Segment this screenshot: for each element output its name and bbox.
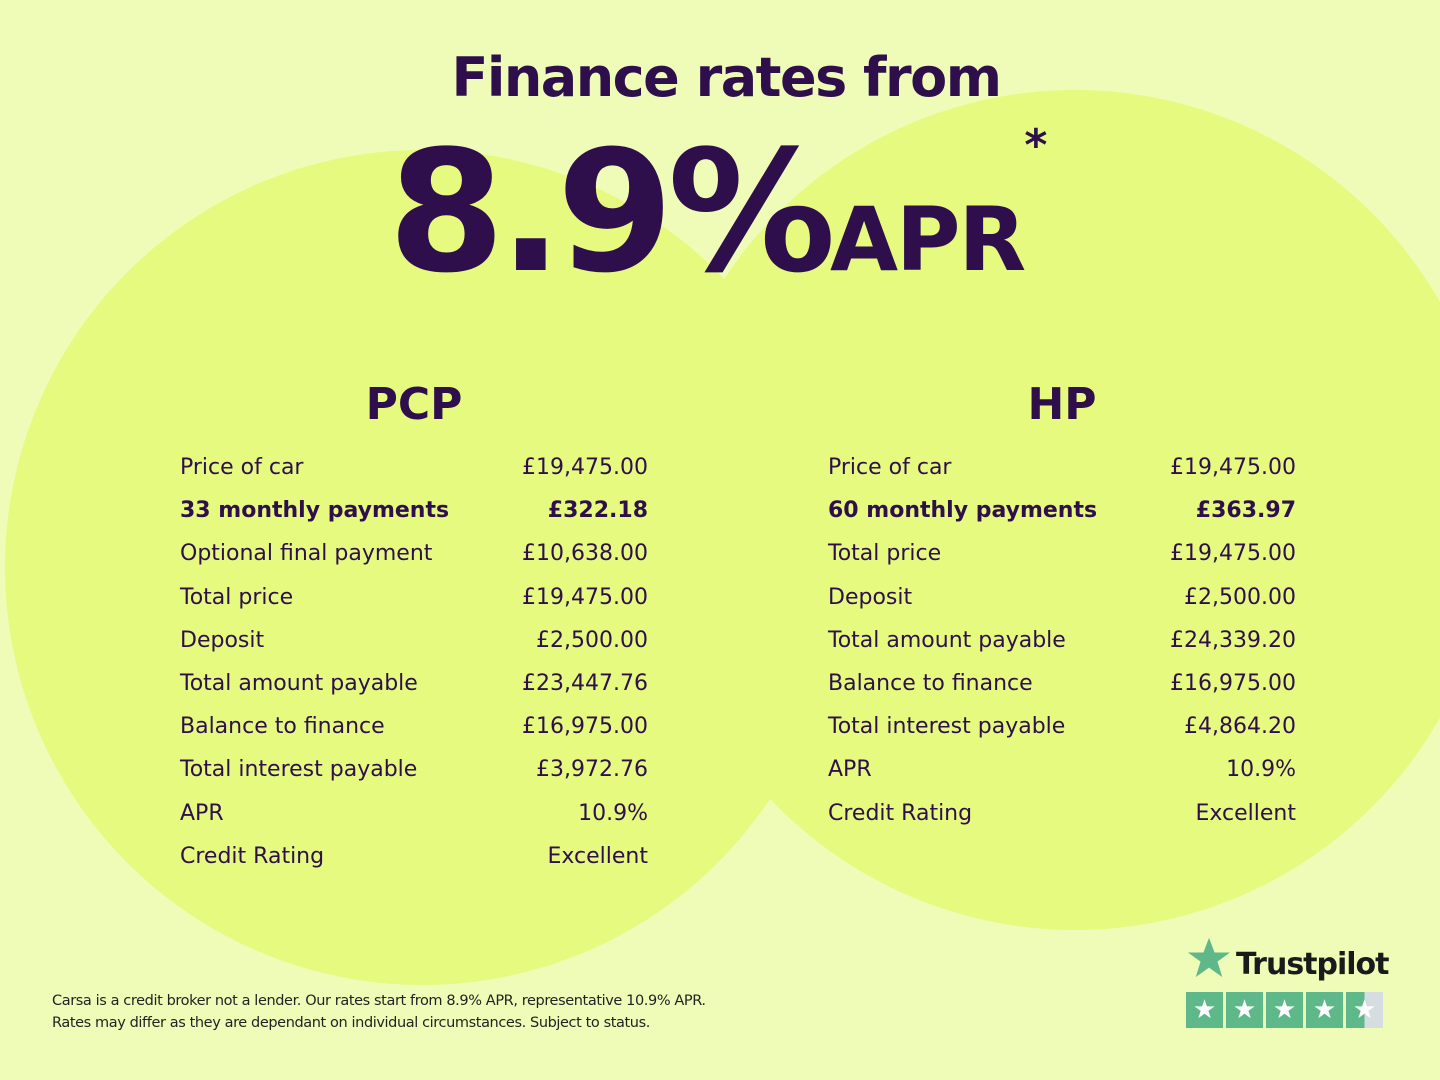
table-row: Total amount payable £24,339.20 (828, 627, 1296, 670)
table-row: Total interest payable £3,972.76 (180, 756, 648, 799)
row-label: APR (180, 800, 224, 826)
table-row: 60 monthly payments £363.97 (828, 497, 1296, 540)
trustpilot-brand: Trustpilot (1236, 947, 1390, 982)
row-value: £16,975.00 (1170, 670, 1296, 696)
table-row: Optional final payment £10,638.00 (180, 540, 648, 583)
table-row: Total price £19,475.00 (180, 584, 648, 627)
table-row: Credit Rating Excellent (180, 843, 648, 886)
row-value: Excellent (547, 843, 649, 869)
row-value: £322.18 (547, 498, 648, 524)
row-label: Total amount payable (828, 627, 1066, 653)
row-value: £19,475.00 (1170, 455, 1296, 480)
table-row: APR 10.9% (828, 756, 1296, 799)
row-value: £2,500.00 (536, 627, 648, 653)
row-value: £19,475.00 (522, 584, 648, 610)
row-value: Excellent (1195, 800, 1297, 826)
row-value: 10.9% (1226, 757, 1296, 783)
row-label: Total interest payable (180, 757, 418, 783)
table-row: Deposit £2,500.00 (828, 584, 1296, 627)
table-row: Balance to finance £16,975.00 (828, 670, 1296, 713)
row-value: £19,475.00 (1170, 541, 1296, 567)
row-label: Deposit (828, 584, 913, 610)
row-value: £16,975.00 (522, 714, 648, 740)
row-label: 60 monthly payments (828, 498, 1098, 524)
row-label: Deposit (180, 627, 265, 653)
row-value: £23,447.76 (522, 670, 648, 696)
row-value: £19,475.00 (522, 455, 648, 480)
table-row: Price of car £19,475.00 (180, 454, 648, 497)
row-label: Total price (180, 584, 294, 610)
rate-value: 8.9% (388, 114, 836, 310)
trustpilot-rating: ★ ★ ★ ★ ★ (1186, 992, 1389, 1028)
row-value: 10.9% (578, 800, 648, 826)
disclaimer-line-1: Carsa is a credit broker not a lender. O… (52, 993, 706, 1009)
row-label: Total interest payable (828, 714, 1066, 740)
hp-table: HP Price of car £19,475.00 60 monthly paym… (828, 380, 1296, 843)
row-value: £24,339.20 (1170, 627, 1296, 653)
table-row: Price of car £19,475.00 (828, 454, 1296, 497)
table-row: Credit Rating Excellent (828, 800, 1296, 843)
row-label: 33 monthly payments (180, 498, 450, 524)
table-row: Deposit £2,500.00 (180, 627, 648, 670)
background-circle-right (655, 90, 1440, 930)
disclaimer: Carsa is a credit broker not a lender. O… (52, 990, 706, 1034)
rate-suffix: APR (829, 188, 1026, 291)
rating-star-icon: ★ (1266, 992, 1303, 1028)
row-label: Total price (828, 541, 942, 567)
disclaimer-line-2: Rates may differ as they are dependant o… (52, 1015, 650, 1031)
pcp-title: PCP (365, 379, 463, 430)
rating-star-icon: ★ (1186, 992, 1223, 1028)
table-row: 33 monthly payments £322.18 (180, 497, 648, 540)
trustpilot-badge: Trustpilot ★ ★ ★ ★ ★ (1186, 936, 1390, 1028)
table-row: Balance to finance £16,975.00 (180, 713, 648, 756)
rate-display: 8.9%APR* (388, 120, 1047, 296)
rating-star-icon: ★ (1226, 992, 1263, 1028)
table-row: Total price £19,475.00 (828, 540, 1296, 583)
row-label: APR (828, 757, 872, 783)
row-label: Optional final payment (180, 541, 433, 567)
table-row: Total interest payable £4,864.20 (828, 713, 1296, 756)
row-value: £363.97 (1195, 498, 1296, 524)
table-row: Total amount payable £23,447.76 (180, 670, 648, 713)
table-row: APR 10.9% (180, 800, 648, 843)
row-label: Price of car (180, 455, 304, 480)
rate-asterisk: * (1024, 120, 1048, 171)
row-value: £4,864.20 (1184, 714, 1296, 740)
trustpilot-star-icon (1187, 937, 1231, 978)
row-label: Price of car (828, 455, 952, 480)
row-label: Credit Rating (828, 800, 973, 826)
rating-star-icon: ★ (1346, 992, 1383, 1028)
row-label: Balance to finance (828, 670, 1033, 696)
row-value: £2,500.00 (1184, 584, 1296, 610)
pcp-table: PCP Price of car £19,475.00 33 monthly pay… (180, 380, 648, 886)
rating-star-icon: ★ (1306, 992, 1343, 1028)
row-label: Total amount payable (180, 670, 418, 696)
row-label: Balance to finance (180, 714, 385, 740)
row-value: £10,638.00 (522, 541, 648, 567)
headline: Finance rates from (451, 46, 1002, 109)
row-label: Credit Rating (180, 843, 325, 869)
row-value: £3,972.76 (536, 757, 648, 783)
hp-title: HP (1027, 379, 1097, 430)
